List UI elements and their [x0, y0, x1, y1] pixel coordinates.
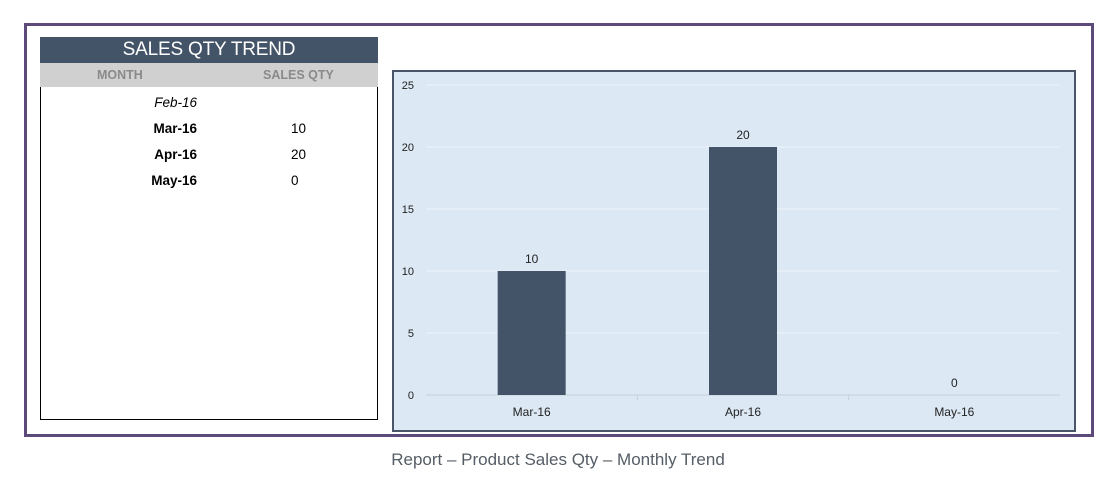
- row-month: May-16: [151, 173, 197, 188]
- table-body: Feb-16 Mar-16 10 Apr-16 20 May-16 0: [40, 87, 378, 420]
- row-qty: 20: [291, 147, 307, 162]
- table-row: Apr-16 20: [41, 143, 377, 169]
- table-row: Mar-16 10: [41, 117, 377, 143]
- bar-chart: 0 5 10 15 20 25 10 Mar-16 20 Apr-16 0 May-16: [392, 70, 1076, 432]
- table-header: MONTH SALES QTY: [40, 63, 378, 87]
- y-tick-label: 15: [402, 204, 414, 216]
- y-tick-label: 5: [408, 328, 414, 340]
- data-label: 0: [951, 376, 958, 390]
- row-qty: 0: [291, 173, 299, 188]
- table-row: May-16 0: [41, 169, 377, 195]
- y-tick-label: 10: [402, 266, 414, 278]
- bar: [709, 147, 777, 395]
- sales-qty-table: SALES QTY TREND MONTH SALES QTY Feb-16 M…: [40, 37, 378, 420]
- x-tick-label: Apr-16: [725, 405, 761, 419]
- table-title: SALES QTY TREND: [40, 37, 378, 63]
- y-tick-label: 0: [408, 390, 414, 402]
- report-frame: SALES QTY TREND MONTH SALES QTY Feb-16 M…: [24, 23, 1094, 437]
- chart-canvas: 0 5 10 15 20 25 10 Mar-16 20 Apr-16 0 May-16: [402, 80, 1060, 419]
- x-tick-label: Mar-16: [513, 405, 551, 419]
- data-label: 20: [736, 128, 750, 142]
- row-month: Feb-16: [154, 95, 197, 110]
- y-tick-label: 25: [402, 80, 414, 92]
- table-row: Feb-16: [41, 91, 377, 117]
- column-header-month: MONTH: [97, 68, 143, 82]
- row-month: Mar-16: [153, 121, 197, 136]
- bar: [497, 271, 566, 395]
- data-label: 10: [525, 252, 539, 266]
- y-tick-label: 20: [402, 142, 414, 154]
- column-header-sales-qty: SALES QTY: [263, 68, 334, 82]
- report-caption: Report – Product Sales Qty – Monthly Tre…: [391, 450, 725, 469]
- row-month: Apr-16: [154, 147, 197, 162]
- row-qty: 10: [291, 121, 307, 136]
- x-tick-label: May-16: [934, 405, 974, 419]
